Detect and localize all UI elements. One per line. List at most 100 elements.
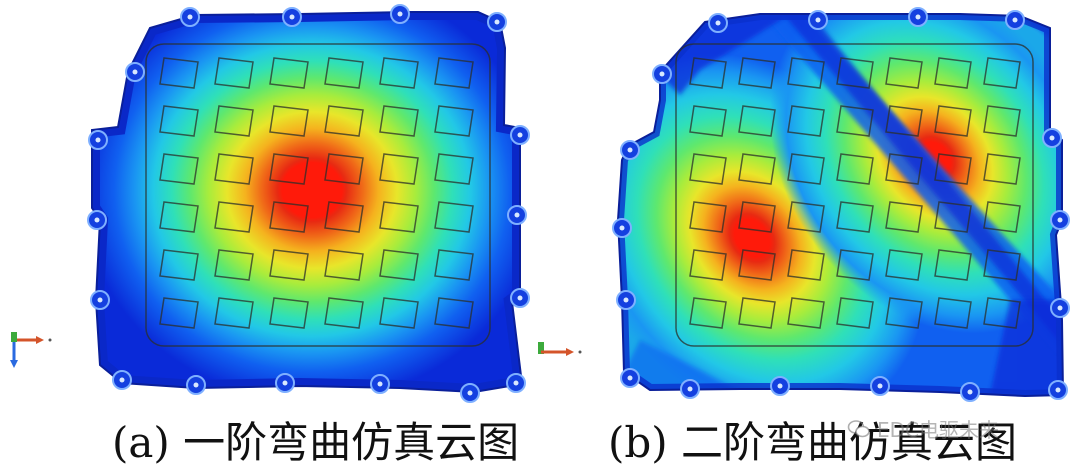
mounting-hole-center xyxy=(1055,387,1061,393)
mounting-hole-center xyxy=(119,377,125,383)
mesh-cell xyxy=(885,105,923,137)
mesh-cell xyxy=(934,297,972,329)
mounting-hole-center xyxy=(659,71,665,77)
mesh-cell xyxy=(885,57,923,89)
panel-a-mounting-holes xyxy=(87,4,530,403)
mesh-cell xyxy=(214,57,254,89)
mesh-cell xyxy=(836,201,874,233)
mounting-hole-center xyxy=(627,147,633,153)
mesh-frame xyxy=(675,43,1034,347)
mesh-cell xyxy=(885,297,923,329)
mesh-cell xyxy=(379,153,419,185)
mounting-hole-center xyxy=(517,295,523,301)
mesh-cell xyxy=(836,105,874,137)
mesh-cell xyxy=(885,153,923,185)
mesh-cell xyxy=(983,201,1021,233)
mesh-cell xyxy=(324,57,364,89)
mesh-cell xyxy=(836,297,874,329)
caption-a: (a) 一阶弯曲仿真云图 xyxy=(112,418,520,467)
mesh-cell xyxy=(787,201,825,233)
mesh-cell xyxy=(738,57,776,89)
mesh-cell xyxy=(836,153,874,185)
mounting-hole-center xyxy=(1057,217,1063,223)
mesh-cell xyxy=(434,297,474,329)
coordinate-triad-icon xyxy=(10,332,52,368)
mesh-cell xyxy=(689,249,727,281)
mounting-hole-center xyxy=(915,14,921,20)
mesh-cell xyxy=(689,153,727,185)
mounting-hole-center xyxy=(687,386,693,392)
mesh-cell xyxy=(689,57,727,89)
mesh-cell xyxy=(983,153,1021,185)
mounting-hole-center xyxy=(967,389,973,395)
mesh-cell xyxy=(269,201,309,233)
mounting-hole-center xyxy=(514,212,520,218)
mounting-hole-center xyxy=(97,297,103,303)
mesh-cell xyxy=(159,153,199,185)
watermark-text: EDC电驱未来 xyxy=(877,418,1000,442)
mesh-cell xyxy=(934,105,972,137)
panel-b-mounting-holes xyxy=(612,7,1070,402)
mesh-cell xyxy=(983,249,1021,281)
mounting-hole-center xyxy=(467,390,473,396)
mesh-cell xyxy=(738,105,776,137)
panel-a-first-order-bending xyxy=(10,4,530,403)
mesh-cell xyxy=(159,249,199,281)
mesh-cell xyxy=(434,249,474,281)
mesh-cell xyxy=(324,249,364,281)
mounting-hole-center xyxy=(877,383,883,389)
mounting-hole-center xyxy=(282,380,288,386)
mounting-hole-center xyxy=(815,17,821,23)
mounting-hole-center xyxy=(777,383,783,389)
mounting-hole-center xyxy=(517,132,523,138)
mounting-hole-center xyxy=(132,69,138,75)
mounting-hole-center xyxy=(95,137,101,143)
mesh-cell xyxy=(214,105,254,137)
mesh-cell xyxy=(787,57,825,89)
mesh-cell xyxy=(379,249,419,281)
panel-a-mesh xyxy=(145,43,491,347)
mesh-cell xyxy=(836,57,874,89)
mesh-frame xyxy=(145,43,491,347)
mesh-cell xyxy=(934,57,972,89)
mesh-cell xyxy=(214,153,254,185)
caption-b: (b) 二阶弯曲仿真云图 xyxy=(608,418,1018,467)
mesh-cell xyxy=(738,153,776,185)
mounting-hole-center xyxy=(193,382,199,388)
mesh-cell xyxy=(983,57,1021,89)
mesh-cell xyxy=(934,201,972,233)
mounting-hole-center xyxy=(623,297,629,303)
mounting-hole-center xyxy=(289,14,295,20)
mesh-cell xyxy=(159,57,199,89)
mesh-cell xyxy=(885,249,923,281)
watermark: EDC电驱未来 xyxy=(847,414,999,443)
mesh-cell xyxy=(269,153,309,185)
mesh-cell xyxy=(738,249,776,281)
mounting-hole-center xyxy=(1012,17,1018,23)
mesh-cell xyxy=(738,297,776,329)
mounting-hole-center xyxy=(715,20,721,26)
mesh-cell xyxy=(434,105,474,137)
mesh-cell xyxy=(689,297,727,329)
mesh-cell xyxy=(214,201,254,233)
mesh-cell xyxy=(159,105,199,137)
mesh-cell xyxy=(738,201,776,233)
mesh-cell xyxy=(689,201,727,233)
mesh-cell xyxy=(434,201,474,233)
mesh-cell xyxy=(885,201,923,233)
mounting-hole-center xyxy=(1057,305,1063,311)
mesh-cell xyxy=(379,57,419,89)
mesh-cell xyxy=(159,297,199,329)
wechat-watermark-icon xyxy=(847,419,870,437)
mesh-cell xyxy=(214,297,254,329)
mesh-cell xyxy=(214,249,254,281)
panel-b-second-order-bending xyxy=(538,7,1070,402)
mounting-hole-center xyxy=(619,225,625,231)
mesh-cell xyxy=(324,201,364,233)
mesh-cell xyxy=(434,57,474,89)
mounting-hole-center xyxy=(494,19,500,25)
mesh-cell xyxy=(787,153,825,185)
mesh-cell xyxy=(787,297,825,329)
coordinate-triad-icon xyxy=(538,342,582,356)
